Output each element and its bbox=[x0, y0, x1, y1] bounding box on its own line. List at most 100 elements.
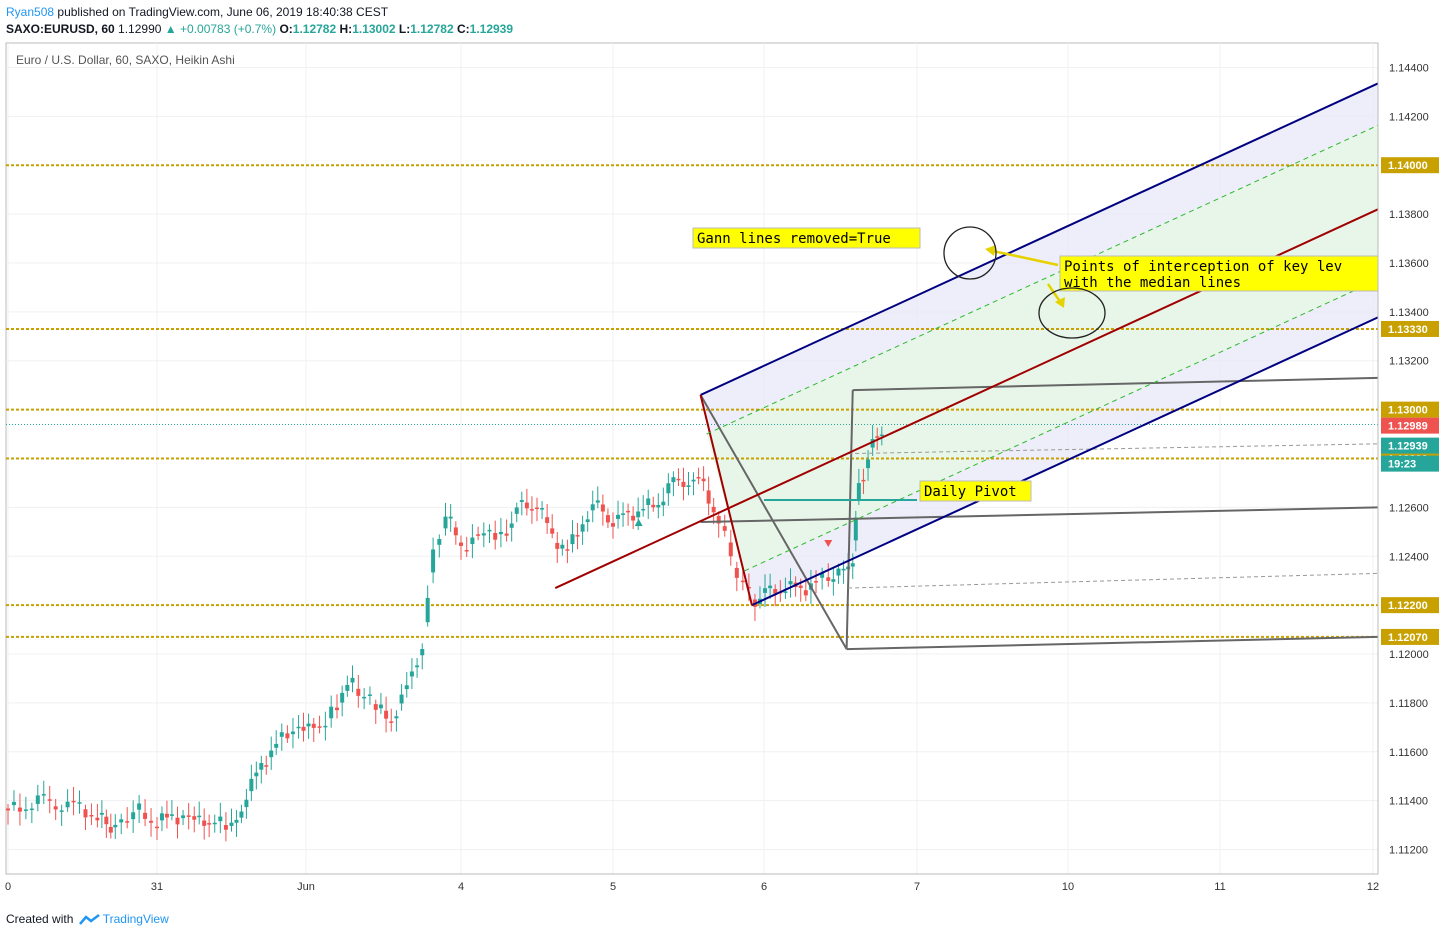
candle-body bbox=[367, 694, 372, 696]
last-price: 1.12990 bbox=[118, 22, 162, 36]
candle-body bbox=[335, 707, 339, 711]
low-label: L: bbox=[398, 22, 411, 36]
candle-body bbox=[197, 815, 202, 818]
price-tick-label: 1.11800 bbox=[1389, 698, 1428, 710]
key-level-price-label-bg bbox=[1381, 628, 1439, 645]
pitchfork-inner-fill bbox=[706, 124, 1381, 571]
candle-body bbox=[728, 542, 733, 557]
candle-body bbox=[453, 527, 458, 536]
key-level-price-label: 1.14000 bbox=[1388, 160, 1428, 172]
candle-body bbox=[340, 692, 345, 703]
candle-body bbox=[119, 819, 124, 823]
candle-body bbox=[600, 504, 605, 512]
candle-body bbox=[409, 671, 414, 677]
candle-body bbox=[373, 704, 378, 710]
price-tick-label: 1.13400 bbox=[1389, 307, 1429, 319]
candle-body bbox=[378, 704, 383, 709]
candle-body bbox=[498, 531, 503, 535]
candle-body bbox=[65, 801, 70, 808]
note-pivot-text: Daily Pivot bbox=[924, 484, 1017, 500]
candle-body bbox=[595, 500, 600, 503]
time-tick-label: 5 bbox=[610, 881, 616, 893]
candle-body bbox=[555, 542, 560, 549]
candle-body bbox=[108, 826, 113, 833]
schiff-mid-line bbox=[700, 506, 1379, 524]
candle-body bbox=[104, 816, 109, 825]
interception-circle-upper bbox=[943, 226, 997, 280]
candle-body bbox=[504, 533, 509, 536]
candle-body bbox=[773, 588, 778, 594]
candle-body bbox=[448, 516, 453, 519]
candle-body bbox=[29, 808, 34, 811]
candle-body bbox=[734, 567, 739, 578]
time-tick-label: 7 bbox=[914, 881, 920, 893]
candle-body bbox=[666, 483, 671, 494]
candle-body bbox=[306, 723, 311, 727]
candle-body bbox=[420, 649, 425, 656]
time-tick-label: 10 bbox=[1062, 881, 1074, 893]
interception-circle-lower bbox=[1038, 287, 1106, 339]
price-mark-bg bbox=[1381, 417, 1439, 434]
price-mark-bg bbox=[1381, 455, 1439, 472]
time-tick-label: 12 bbox=[1367, 881, 1379, 893]
tradingview-link[interactable]: TradingView bbox=[102, 912, 169, 926]
candle-body bbox=[264, 765, 269, 767]
price-tick-label: 1.12600 bbox=[1389, 502, 1429, 514]
candle-body bbox=[329, 706, 334, 719]
candle-body bbox=[274, 743, 279, 748]
price-mark-bg bbox=[1381, 437, 1439, 454]
candle-body bbox=[311, 723, 316, 728]
high-value: 1.13002 bbox=[352, 22, 396, 36]
candle-body bbox=[59, 810, 64, 812]
candle-body bbox=[11, 801, 16, 806]
candle-body bbox=[415, 665, 420, 668]
key-level-price-label-bg bbox=[1381, 320, 1439, 337]
price-mark-label: 1.12939 bbox=[1388, 441, 1428, 453]
candle-body bbox=[616, 514, 621, 519]
note-gann-box bbox=[692, 227, 921, 249]
candle-body bbox=[296, 726, 301, 729]
key-level-price-label: 1.13330 bbox=[1388, 324, 1428, 336]
price-tick-label: 1.13200 bbox=[1389, 356, 1429, 368]
candle-body bbox=[676, 478, 681, 481]
author-link[interactable]: Ryan508 bbox=[6, 5, 55, 19]
open-label: O: bbox=[279, 22, 293, 36]
key-level-price-label-bg bbox=[1381, 597, 1439, 614]
candle-body bbox=[71, 800, 76, 803]
time-tick-label: 6 bbox=[761, 881, 767, 893]
candle-body bbox=[17, 807, 22, 812]
price-tick-label: 1.14200 bbox=[1389, 111, 1429, 123]
candle-body bbox=[570, 534, 575, 545]
candle-body bbox=[788, 581, 793, 585]
candle-body bbox=[826, 577, 831, 581]
candle-body bbox=[519, 500, 524, 502]
time-tick-label: 0 bbox=[5, 881, 11, 893]
candle-body bbox=[550, 528, 555, 534]
candle-body bbox=[850, 563, 855, 567]
candle-body bbox=[317, 726, 322, 728]
key-level-price-label-bg bbox=[1381, 401, 1439, 418]
candle-body bbox=[646, 498, 651, 506]
symbol-label[interactable]: SAXO:EURUSD, 60 bbox=[6, 22, 115, 36]
candle-body bbox=[83, 809, 88, 818]
candle-body bbox=[437, 539, 442, 545]
candle-body bbox=[192, 816, 197, 820]
candle-body bbox=[53, 806, 58, 810]
candle-body bbox=[487, 529, 492, 532]
candle-body bbox=[820, 573, 825, 578]
candle-body bbox=[223, 825, 228, 830]
key-level-price-label: 1.12070 bbox=[1388, 632, 1428, 644]
candle-body bbox=[350, 677, 355, 683]
low-value: 1.12782 bbox=[410, 22, 454, 36]
candle-body bbox=[803, 590, 808, 596]
candle-body bbox=[580, 524, 585, 532]
candle-body bbox=[768, 585, 773, 589]
candle-body bbox=[841, 568, 846, 571]
candle-body bbox=[783, 591, 788, 593]
candle-body bbox=[356, 688, 361, 696]
candle-body bbox=[362, 696, 367, 699]
chart-title: Euro / U.S. Dollar, 60, SAXO, Heikin Ash… bbox=[16, 53, 235, 67]
candle-body bbox=[535, 507, 539, 510]
candle-body bbox=[269, 750, 274, 758]
